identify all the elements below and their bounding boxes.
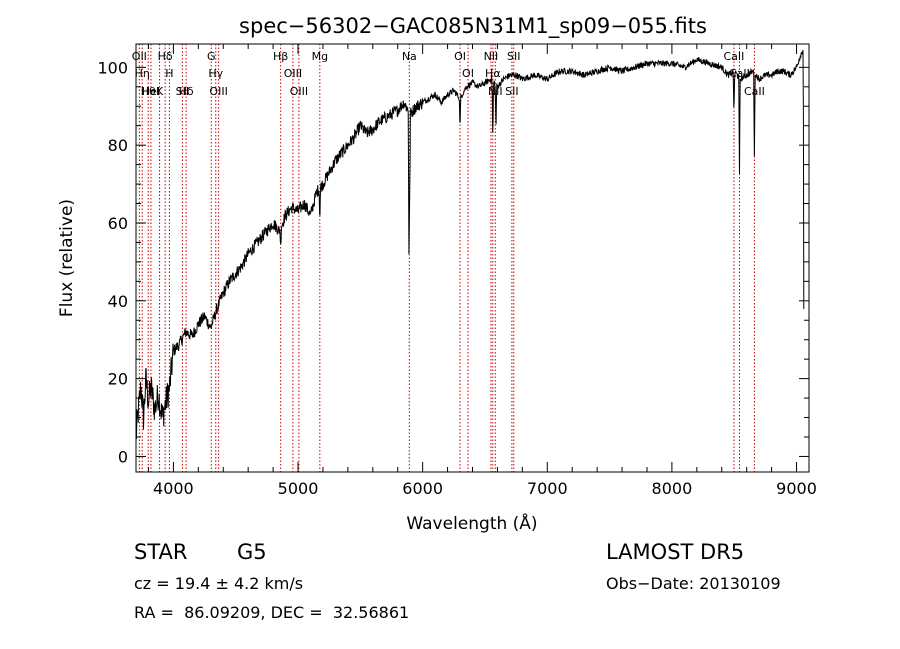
x-tick-label: 4000 bbox=[153, 479, 194, 498]
line-label: Hδ bbox=[158, 50, 173, 63]
line-label: SII bbox=[507, 50, 520, 63]
y-axis-label: Flux (relative) bbox=[57, 199, 77, 317]
line-label: Hδ bbox=[179, 85, 194, 98]
x-tick-label: 7000 bbox=[527, 479, 568, 498]
line-label: Hα bbox=[485, 67, 501, 80]
line-label: Hγ bbox=[208, 67, 223, 80]
plot-frame bbox=[135, 43, 810, 473]
line-label: SII bbox=[176, 85, 189, 98]
x-tick-label: 6000 bbox=[402, 479, 443, 498]
y-tick-label: 80 bbox=[108, 136, 128, 155]
y-tick-label: 100 bbox=[97, 58, 128, 77]
object-class: STAR bbox=[134, 540, 188, 564]
spectrum-series bbox=[135, 49, 805, 440]
line-label: H bbox=[165, 67, 173, 80]
line-label: Hβ bbox=[273, 50, 288, 63]
line-label: OIII bbox=[290, 85, 308, 98]
line-label: OI bbox=[462, 67, 474, 80]
line-label: Hη bbox=[135, 67, 150, 80]
line-label: Mg bbox=[312, 50, 328, 63]
line-label: SII bbox=[505, 85, 518, 98]
x-axis-label: Wavelength (Å) bbox=[406, 512, 537, 534]
line-label: OII bbox=[132, 50, 147, 63]
y-tick-label: 0 bbox=[118, 447, 128, 466]
line-label: OIII bbox=[209, 85, 227, 98]
line-label: K bbox=[156, 85, 164, 98]
chart-title: spec−56302−GAC085N31M1_sp09−055.fits bbox=[239, 14, 707, 39]
spectral-line-markers bbox=[138, 44, 755, 472]
line-label: G bbox=[207, 50, 216, 63]
y-tick-label: 40 bbox=[108, 292, 128, 311]
x-tick-label: 8000 bbox=[652, 479, 693, 498]
line-label: CaII bbox=[744, 85, 765, 98]
line-label: HeI bbox=[142, 85, 160, 98]
y-tick-label: 60 bbox=[108, 214, 128, 233]
coordinates: RA = 86.09209, DEC = 32.56861 bbox=[134, 603, 410, 622]
line-label: OIII bbox=[284, 67, 302, 80]
line-label: NII bbox=[484, 50, 499, 63]
y-axis: 0 20 40 60 80 100 bbox=[97, 58, 809, 466]
x-axis: 4000 5000 6000 7000 8000 9000 bbox=[147, 44, 817, 498]
y-tick-label: 20 bbox=[108, 370, 128, 389]
survey-name: LAMOST DR5 bbox=[606, 540, 745, 564]
line-label: CaII bbox=[724, 50, 745, 63]
line-label: OI bbox=[454, 50, 466, 63]
spectral-subclass: G5 bbox=[237, 540, 267, 564]
x-tick-label: 5000 bbox=[278, 479, 319, 498]
line-label: Na bbox=[402, 50, 417, 63]
redshift-cz: cz = 19.4 ± 4.2 km/s bbox=[134, 574, 304, 593]
x-tick-label: 9000 bbox=[776, 479, 817, 498]
observation-date: Obs−Date: 20130109 bbox=[606, 574, 781, 593]
line-label: Hθ bbox=[141, 85, 156, 98]
